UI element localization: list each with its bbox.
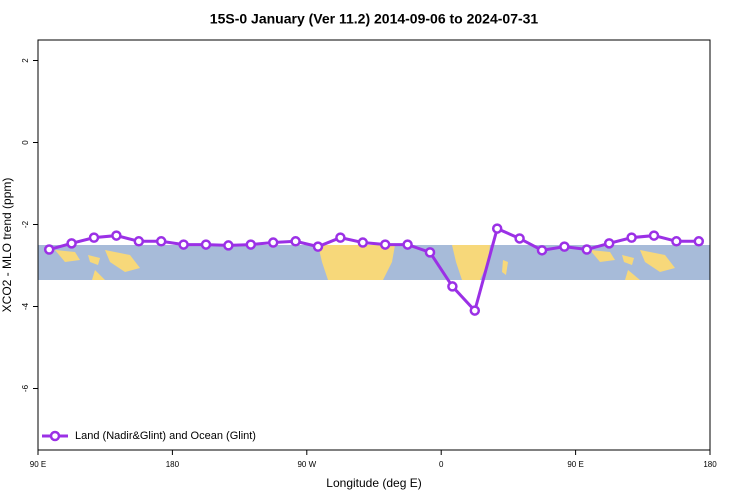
legend: Land (Nadir&Glint) and Ocean (Glint) bbox=[42, 430, 256, 442]
x-tick-label: 180 bbox=[703, 460, 717, 469]
point bbox=[491, 223, 503, 234]
x-tick-label: 90 W bbox=[297, 460, 316, 469]
point bbox=[357, 237, 369, 248]
point bbox=[603, 238, 615, 249]
point bbox=[178, 239, 189, 250]
point bbox=[312, 241, 324, 252]
legend-marker bbox=[49, 430, 61, 442]
x-tick-label: 90 E bbox=[30, 460, 46, 469]
point bbox=[581, 244, 593, 255]
point bbox=[155, 236, 167, 247]
point bbox=[223, 240, 234, 251]
point bbox=[447, 281, 458, 292]
point bbox=[133, 236, 145, 247]
point bbox=[43, 244, 55, 255]
chart-title: 15S-0 January (Ver 11.2) 2014-09-06 to 2… bbox=[210, 11, 539, 27]
point bbox=[379, 239, 391, 250]
point bbox=[648, 230, 660, 241]
x-tick-label: 90 E bbox=[567, 460, 583, 469]
y-axis-label: XCO2 - MLO trend (ppm) bbox=[0, 178, 14, 313]
point bbox=[469, 305, 481, 316]
y-tick-label: -2 bbox=[21, 220, 30, 228]
point bbox=[514, 233, 525, 244]
point bbox=[88, 232, 100, 243]
plot-frame bbox=[37, 39, 711, 451]
point bbox=[626, 232, 637, 243]
y-tick-label: 2 bbox=[21, 58, 30, 63]
y-tick-label: 0 bbox=[21, 140, 30, 145]
map-strip bbox=[38, 245, 710, 280]
x-axis-label: Longitude (deg E) bbox=[326, 476, 421, 490]
point bbox=[200, 239, 212, 250]
point bbox=[267, 237, 279, 248]
y-tick-label: -4 bbox=[21, 302, 30, 310]
point bbox=[671, 236, 682, 247]
point bbox=[402, 239, 413, 250]
point bbox=[424, 247, 436, 258]
y-tick-label: -6 bbox=[21, 384, 30, 392]
point bbox=[335, 232, 346, 243]
point bbox=[693, 236, 705, 247]
point bbox=[111, 230, 122, 241]
point bbox=[245, 239, 257, 250]
x-tick-label: 0 bbox=[439, 460, 444, 469]
point bbox=[290, 236, 301, 247]
point bbox=[536, 245, 548, 256]
point bbox=[559, 241, 570, 252]
legend-label: Land (Nadir&Glint) and Ocean (Glint) bbox=[75, 430, 256, 442]
x-tick-label: 180 bbox=[166, 460, 180, 469]
point bbox=[66, 238, 77, 249]
